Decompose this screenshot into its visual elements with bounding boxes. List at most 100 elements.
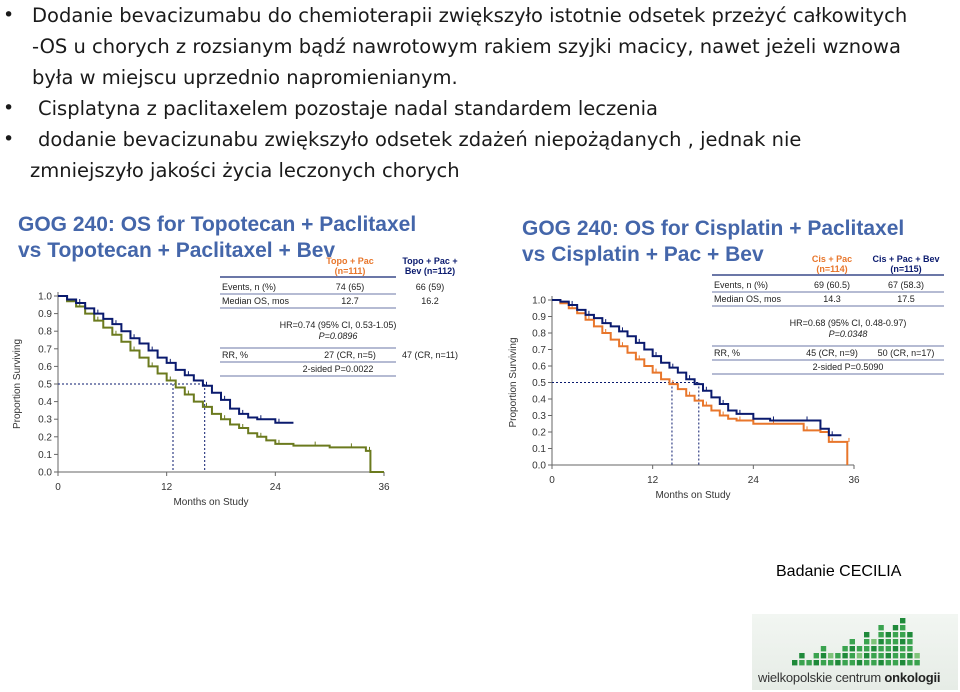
- y-tick-label: 0.5: [38, 380, 52, 391]
- table-row-label: RR, %: [714, 348, 740, 358]
- y-tick-label: 0.6: [38, 362, 52, 373]
- x-tick-label: 36: [848, 475, 860, 486]
- logo-square: [907, 632, 913, 638]
- logo-square: [813, 653, 819, 659]
- x-tick-label: 36: [378, 482, 390, 493]
- y-tick-label: 0.8: [38, 327, 52, 338]
- table-row-label: Median OS, mos: [714, 294, 782, 304]
- logo-square: [900, 653, 906, 659]
- table-header-a: (n=114): [816, 264, 847, 274]
- table-header-a: Cis + Pac: [812, 254, 852, 264]
- logo-square: [914, 660, 920, 666]
- logo-square: [907, 646, 913, 652]
- y-tick-label: 0.2: [38, 432, 52, 443]
- hazard-ratio: HR=0.68 (95% CI, 0.48-0.97): [790, 318, 907, 328]
- hazard-ratio: P=0.0348: [829, 329, 868, 339]
- y-tick-label: 0.1: [532, 444, 546, 455]
- logo-square: [871, 653, 877, 659]
- logo-square: [864, 646, 870, 652]
- logo-text-regular: wielkopolskie centrum: [758, 670, 885, 685]
- series-line: [552, 299, 842, 437]
- x-tick-label: 12: [161, 482, 173, 493]
- logo-square: [900, 625, 906, 631]
- logo-square: [835, 653, 841, 659]
- hazard-ratio: P=0.0896: [319, 331, 358, 341]
- logo-square: [813, 660, 819, 666]
- logo-square: [828, 653, 834, 659]
- logo-square: [849, 639, 855, 645]
- bullet-line: była w miejscu uprzednio napromienianym.: [32, 66, 458, 89]
- y-tick-label: 0.0: [532, 461, 546, 472]
- x-axis-label: Months on Study: [173, 497, 248, 508]
- table-cell: 66 (59): [416, 282, 445, 292]
- logo-square: [907, 639, 913, 645]
- survival-chart-topotecan: GOG 240: OS for Topotecan + Paclitaxel vs…: [12, 213, 458, 508]
- logo-square: [842, 646, 848, 652]
- logo-square: [849, 646, 855, 652]
- survival-chart-cisplatin: GOG 240: OS for Cisplatin + Paclitaxel vs…: [508, 217, 944, 501]
- table-header-b: Topo + Pac +: [402, 256, 457, 266]
- table-row-label: RR, %: [222, 350, 248, 360]
- table-header-b: Cis + Pac + Bev: [872, 254, 939, 264]
- logo-square: [885, 660, 891, 666]
- logo-square: [864, 660, 870, 666]
- y-tick-label: 0.3: [38, 415, 52, 426]
- y-tick-label: 0.0: [38, 468, 52, 479]
- y-tick-label: 0.2: [532, 428, 546, 439]
- logo-square: [914, 653, 920, 659]
- series-line: [58, 295, 294, 424]
- logo-square: [892, 660, 899, 666]
- y-tick-label: 0.9: [38, 309, 52, 320]
- table-cell: 16.2: [421, 296, 439, 306]
- logo-square: [871, 660, 877, 666]
- chart-title: GOG 240: OS for Cisplatin + Paclitaxel: [522, 217, 904, 240]
- y-tick-label: 0.5: [532, 378, 546, 389]
- table-cell: 12.7: [341, 296, 359, 306]
- logo-square: [856, 660, 863, 666]
- logo-square: [907, 653, 913, 659]
- table-cell: 69 (60.5): [814, 280, 850, 290]
- x-tick-label: 0: [549, 475, 555, 486]
- table-row-label: Events, n (%): [222, 282, 276, 292]
- y-tick-label: 1.0: [532, 296, 546, 307]
- logo-square: [864, 653, 870, 659]
- bullet-list: Dodanie bevacizumabu do chemioterapii zw…: [0, 0, 960, 186]
- table-cell: 67 (58.3): [888, 280, 924, 290]
- table-cell: 45 (CR, n=9): [806, 348, 858, 358]
- logo-square: [828, 660, 834, 666]
- logo-square: [842, 660, 848, 666]
- bullet-item: Dodanie bevacizumabu do chemioterapii zw…: [0, 0, 960, 93]
- y-axis-label: Proportion Surviving: [508, 337, 519, 427]
- chart-title: GOG 240: OS for Topotecan + Paclitaxel: [18, 213, 416, 236]
- y-tick-label: 0.4: [532, 395, 546, 406]
- y-tick-label: 0.4: [38, 397, 52, 408]
- y-tick-label: 1.0: [38, 292, 52, 303]
- table-cell: 27 (CR, n=5): [324, 350, 376, 360]
- logo-square: [820, 660, 827, 666]
- series-line: [58, 295, 384, 473]
- logo-square: [792, 660, 798, 666]
- chart-title: vs Cisplatin + Pac + Bev: [522, 243, 764, 266]
- logo-square: [885, 632, 891, 638]
- y-tick-label: 0.6: [532, 362, 546, 373]
- logo-square: [900, 632, 906, 638]
- bullet-item: Cisplatyna z paclitaxelem pozostaje nada…: [0, 93, 960, 124]
- x-tick-label: 24: [270, 482, 282, 493]
- x-tick-label: 12: [647, 475, 659, 486]
- table-header-b: Bev (n=112): [405, 266, 455, 276]
- logo-square: [820, 653, 827, 659]
- table-header-a: (n=111): [335, 266, 366, 276]
- logo-square: [864, 639, 870, 645]
- table-cell: 17.5: [897, 294, 915, 304]
- stats-table: Topo + Pac(n=111) Topo + Pac +Bev (n=112)…: [220, 256, 458, 377]
- logo-square: [849, 660, 855, 666]
- hazard-ratio: HR=0.74 (95% CI, 0.53-1.05): [280, 320, 397, 330]
- y-tick-label: 0.7: [38, 344, 52, 355]
- logo-square: [885, 646, 891, 652]
- x-tick-label: 0: [55, 482, 61, 493]
- bullet-line: Dodanie bevacizumabu do chemioterapii zw…: [32, 4, 908, 27]
- bullet-line: zmniejszyło jakości życia leczonych chor…: [30, 159, 460, 182]
- x-axis-label: Months on Study: [655, 490, 730, 501]
- y-tick-label: 0.3: [532, 411, 546, 422]
- table-header-a: Topo + Pac: [326, 256, 374, 266]
